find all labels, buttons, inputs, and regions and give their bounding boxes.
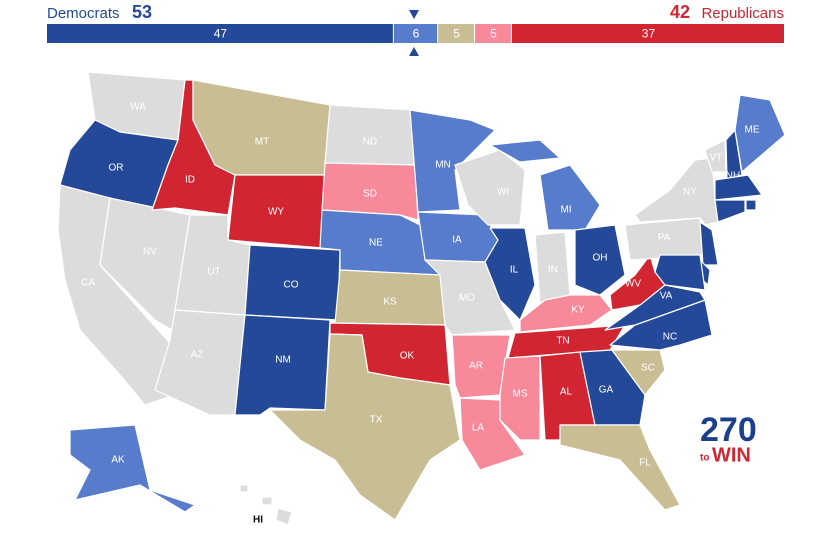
state-label: ID bbox=[185, 175, 195, 186]
state-shape bbox=[714, 199, 746, 223]
state-shape bbox=[634, 157, 719, 226]
state-shape bbox=[699, 221, 719, 266]
state-label: VT bbox=[710, 153, 723, 164]
state-label: IL bbox=[510, 265, 519, 276]
state-label: NC bbox=[663, 332, 677, 343]
state-label: CO bbox=[284, 280, 299, 291]
state-shape bbox=[574, 224, 626, 296]
state-shape bbox=[559, 424, 681, 511]
state-label: MT bbox=[255, 137, 269, 148]
state-label: GA bbox=[599, 385, 614, 396]
dem-label: Democrats bbox=[47, 5, 120, 22]
state-label: IN bbox=[548, 265, 558, 276]
logo-number: 270 bbox=[700, 411, 757, 449]
state-label: MI bbox=[560, 205, 571, 216]
state-shape bbox=[704, 139, 727, 173]
state-shape bbox=[69, 424, 196, 513]
state-label: MS bbox=[513, 389, 528, 400]
bar-segment bbox=[438, 24, 475, 43]
state-shape bbox=[239, 484, 249, 493]
states: WA OR CA NV ID MT WY UT AZ CO NM ND SD NE KS OK TX MN IA MO… bbox=[57, 71, 786, 526]
logo-word: WIN bbox=[712, 444, 751, 466]
bar-segment-label: 47 bbox=[214, 27, 228, 41]
bar-segment bbox=[475, 24, 511, 43]
state-shape bbox=[484, 227, 536, 321]
state-label: LA bbox=[472, 423, 485, 434]
state-shape bbox=[261, 496, 273, 506]
midpoint-marker bbox=[409, 47, 419, 56]
state-label: UT bbox=[207, 267, 220, 278]
state-label: ME bbox=[745, 125, 760, 136]
state-shape bbox=[234, 314, 331, 416]
state-label: NM bbox=[275, 355, 291, 366]
state-shape bbox=[321, 162, 419, 221]
state-label: MN bbox=[435, 160, 451, 171]
bar-segment bbox=[393, 24, 438, 43]
state-shape bbox=[539, 164, 601, 231]
state-shape bbox=[451, 334, 511, 399]
bar-segment-label: 5 bbox=[453, 27, 460, 41]
state-label: WI bbox=[497, 187, 509, 198]
state-shape bbox=[192, 79, 331, 176]
state-label: OK bbox=[400, 351, 415, 362]
state-label: AR bbox=[469, 361, 483, 372]
state-label: KS bbox=[383, 297, 397, 308]
bar-segment bbox=[511, 24, 784, 43]
state-label: KY bbox=[571, 305, 585, 316]
state-label: NV bbox=[143, 247, 157, 258]
state-label: AK bbox=[111, 455, 125, 466]
state-label: TN bbox=[556, 336, 569, 347]
state-label: VA bbox=[660, 291, 673, 302]
state-label: NE bbox=[369, 238, 383, 249]
logo-small: to bbox=[700, 453, 709, 464]
state-shape bbox=[269, 333, 461, 521]
state-shape bbox=[579, 349, 646, 426]
state-label: SC bbox=[641, 363, 655, 374]
state-label: CA bbox=[81, 278, 95, 289]
state-shape bbox=[324, 104, 416, 166]
bar-segment-label: 5 bbox=[490, 27, 497, 41]
state-label: HI bbox=[253, 515, 263, 526]
midpoint-marker bbox=[409, 10, 419, 19]
state-label: WA bbox=[130, 102, 146, 113]
state-shape bbox=[654, 254, 706, 291]
rep-label: Republicans bbox=[701, 5, 784, 22]
state-label: AL bbox=[560, 387, 573, 398]
state-shape bbox=[714, 174, 763, 201]
state-label: MO bbox=[459, 293, 475, 304]
state-label: OR bbox=[109, 163, 124, 174]
dem-total: 53 bbox=[132, 2, 152, 22]
state-label: OH bbox=[593, 253, 608, 264]
state-label: NH bbox=[726, 171, 740, 182]
state-label: PA bbox=[658, 233, 671, 244]
state-shape bbox=[99, 197, 191, 331]
state-shape bbox=[489, 139, 561, 163]
bar-segment-label: 6 bbox=[413, 27, 420, 41]
seat-bar: 47 6 5 5 37 bbox=[47, 24, 784, 43]
state-shape bbox=[734, 94, 786, 173]
state-label: FL bbox=[639, 458, 651, 469]
state-label: TX bbox=[370, 415, 383, 426]
state-shape bbox=[611, 349, 666, 396]
state-label: WY bbox=[268, 207, 284, 218]
state-shape bbox=[745, 199, 757, 211]
state-label: SD bbox=[363, 189, 377, 200]
state-shape bbox=[275, 507, 293, 526]
bar-segment-label: 37 bbox=[642, 27, 656, 41]
state-label: NY bbox=[683, 187, 697, 198]
state-label: AZ bbox=[191, 350, 204, 361]
state-label: ND bbox=[363, 137, 377, 148]
state-shape bbox=[725, 129, 743, 181]
rep-total: 42 bbox=[670, 2, 690, 22]
bar-segment bbox=[47, 24, 393, 43]
state-shape bbox=[519, 294, 613, 333]
state-label: WV bbox=[625, 279, 641, 290]
state-label: IA bbox=[452, 235, 462, 246]
